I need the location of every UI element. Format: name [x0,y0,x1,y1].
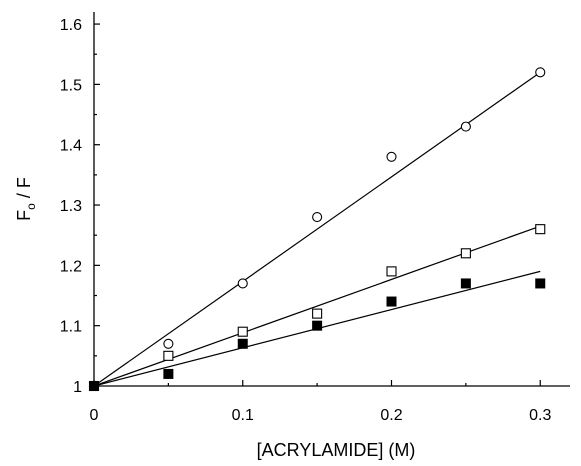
data-point-filled-square [312,320,323,331]
fit-line-open-circle [93,71,541,387]
data-point-open-circle [312,212,323,223]
x-tick-label: 0.2 [380,407,402,424]
data-point-filled-square [237,338,248,349]
y-axis-title-subscript: o [24,203,38,210]
data-point-open-square [460,248,471,259]
data-points [88,67,546,392]
data-point-filled-square [535,278,546,289]
x-axis-title: [ACRYLAMIDE] (M) [257,440,416,460]
fit-line-open-square [93,225,541,387]
x-tick-label: 0.1 [232,407,254,424]
data-point-filled-square [89,381,99,391]
data-point-open-square [535,224,546,235]
y-axis-title-main: F [14,210,34,221]
data-point-filled-square [386,296,397,307]
y-axis-title-rest: / F [14,177,34,203]
data-point-open-circle [535,67,546,78]
y-tick-label: 1.1 [60,319,82,336]
data-point-filled-square [460,278,471,289]
data-point-open-circle [460,121,471,132]
y-tick-label: 1.2 [60,258,82,275]
y-tick-label: 1.6 [60,17,82,34]
data-point-open-circle [163,338,174,349]
data-point-open-square [163,350,174,361]
y-ticks: 1 1.1 1.2 1.3 1.4 1.5 1.6 [60,17,100,396]
y-tick-label: 1.3 [60,198,82,215]
data-point-filled-square [163,368,174,379]
data-point-open-circle [237,278,248,289]
x-ticks: 0 0.1 0.2 0.3 [90,380,551,424]
data-point-open-square [312,308,323,319]
data-point-open-circle [386,151,397,162]
fit-lines [93,71,541,387]
data-point-open-square [237,326,248,337]
y-axis-title: Fo / F [14,177,38,221]
x-tick-label: 0.3 [529,407,551,424]
x-tick-label: 0 [90,407,99,424]
y-tick-label: 1.5 [60,77,82,94]
y-tick-label: 1 [73,379,82,396]
data-point-open-square [386,266,397,277]
axes [93,12,570,387]
y-tick-label: 1.4 [60,138,82,155]
